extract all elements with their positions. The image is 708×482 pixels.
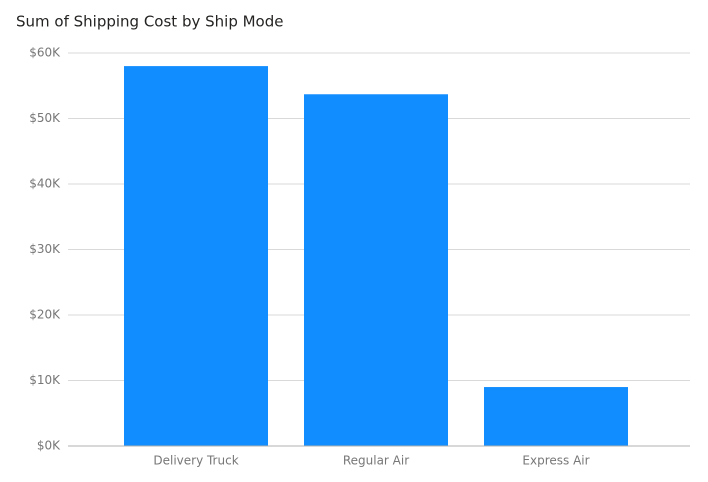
bar [484, 387, 628, 446]
x-tick-label: Delivery Truck [153, 454, 238, 468]
y-tick-label: $10K [29, 373, 61, 387]
y-tick-label: $50K [29, 111, 61, 125]
chart-title: Sum of Shipping Cost by Ship Mode [16, 13, 283, 31]
y-tick-label: $20K [29, 308, 61, 322]
y-tick-label: $40K [29, 177, 61, 191]
bar [124, 66, 268, 446]
y-tick-label: $60K [29, 46, 61, 60]
y-tick-label: $30K [29, 242, 61, 256]
x-tick-label: Regular Air [343, 454, 409, 468]
x-tick-label: Express Air [522, 454, 589, 468]
y-tick-label: $0K [37, 439, 61, 453]
bar [304, 94, 448, 446]
